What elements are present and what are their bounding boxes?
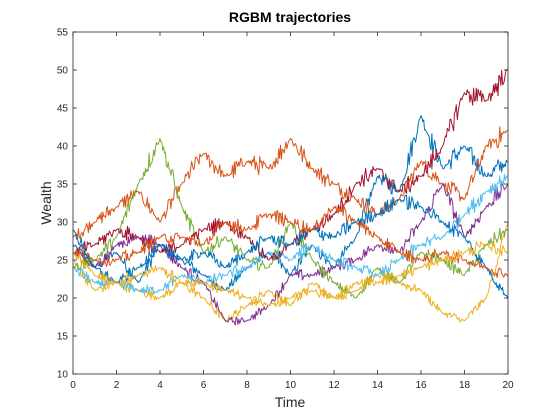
series-line-6 bbox=[72, 173, 509, 295]
y-tick-label: 20 bbox=[57, 294, 69, 305]
series-layer bbox=[72, 69, 509, 326]
y-tick-label: 55 bbox=[57, 28, 69, 39]
chart-title: RGBM trajectories bbox=[229, 9, 351, 25]
y-tick-label: 10 bbox=[57, 370, 69, 381]
x-tick-label: 8 bbox=[244, 380, 250, 391]
y-tick-label: 40 bbox=[57, 142, 69, 153]
x-tick-label: 16 bbox=[415, 380, 427, 391]
y-tick-label: 45 bbox=[57, 104, 69, 115]
x-tick-label: 20 bbox=[502, 380, 514, 391]
y-tick-label: 50 bbox=[57, 66, 69, 77]
series-line-8 bbox=[72, 194, 509, 299]
y-tick-label: 15 bbox=[57, 332, 69, 343]
plot-area bbox=[73, 32, 508, 374]
y-axis: 10 15 20 25 30 35 40 45 50 55 bbox=[57, 28, 508, 381]
x-axis-label: Time bbox=[275, 394, 306, 410]
y-tick-label: 35 bbox=[57, 180, 69, 191]
x-tick-label: 6 bbox=[201, 380, 207, 391]
series-line-3 bbox=[72, 221, 509, 323]
x-tick-label: 12 bbox=[328, 380, 340, 391]
x-tick-label: 0 bbox=[70, 380, 76, 391]
x-tick-label: 14 bbox=[372, 380, 384, 391]
x-axis: 0 2 4 6 8 10 12 14 16 18 20 bbox=[70, 32, 514, 391]
x-tick-label: 18 bbox=[459, 380, 471, 391]
series-line-9 bbox=[72, 204, 509, 279]
y-tick-label: 30 bbox=[57, 218, 69, 229]
x-tick-label: 4 bbox=[157, 380, 163, 391]
y-tick-label: 25 bbox=[57, 256, 69, 267]
series-line-2 bbox=[72, 126, 509, 240]
x-tick-label: 2 bbox=[114, 380, 120, 391]
series-line-10 bbox=[72, 241, 509, 307]
y-axis-label: Wealth bbox=[38, 181, 54, 224]
x-tick-label: 10 bbox=[285, 380, 297, 391]
series-line-4 bbox=[72, 183, 509, 326]
